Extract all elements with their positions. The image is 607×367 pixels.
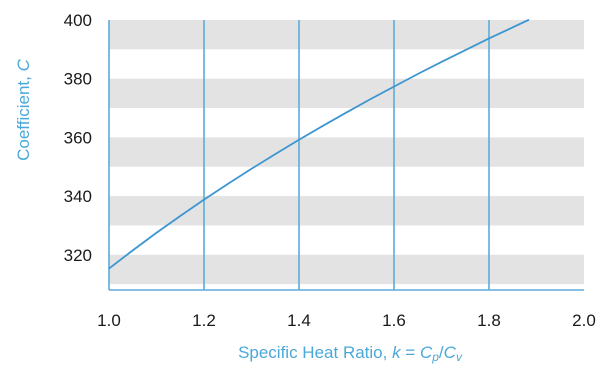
y-axis-label: Coefficient, C <box>14 58 33 160</box>
x-tick-label-2: 1.4 <box>287 311 311 330</box>
y-tick-label-0: 320 <box>64 246 92 265</box>
grid-band-4 <box>109 20 584 50</box>
grid-band-1 <box>109 196 584 226</box>
background-bands <box>109 20 584 285</box>
x-tick-label-5: 2.0 <box>572 311 596 330</box>
series-line-0 <box>108 19 530 270</box>
y-tick-label-4: 400 <box>64 11 92 30</box>
grid-band-0 <box>109 254 584 285</box>
y-tick-labels: 320 340 360 380 400 <box>64 11 92 265</box>
vertical-gridlines <box>203 20 490 290</box>
y-tick-label-3: 380 <box>64 70 92 89</box>
series-group <box>108 19 530 270</box>
x-tick-label-3: 1.6 <box>382 311 406 330</box>
grid-band-2 <box>109 137 584 167</box>
axes <box>108 20 584 291</box>
grid-band-3 <box>109 78 584 109</box>
x-tick-label-0: 1.0 <box>97 311 121 330</box>
x-tick-label-1: 1.2 <box>192 311 216 330</box>
x-axis-label: Specific Heat Ratio, k = Cp/Cv <box>238 343 463 364</box>
y-tick-label-1: 340 <box>64 187 92 206</box>
x-tick-label-4: 1.8 <box>477 311 501 330</box>
y-tick-label-2: 360 <box>64 128 92 147</box>
x-tick-labels: 1.0 1.2 1.4 1.6 1.8 2.0 <box>97 311 596 330</box>
